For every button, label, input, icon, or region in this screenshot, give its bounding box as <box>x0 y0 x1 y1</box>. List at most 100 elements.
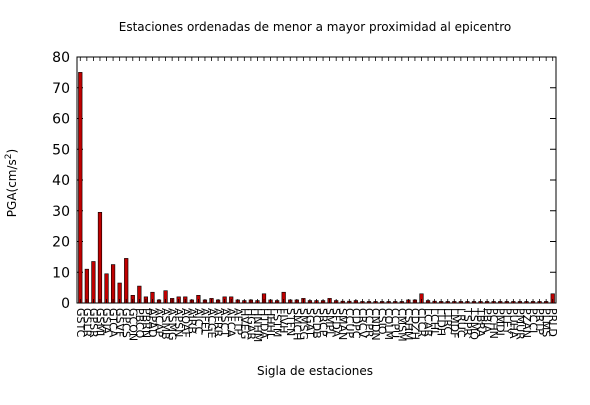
x-tick-label: TSPR <box>461 307 474 336</box>
bar <box>124 258 129 304</box>
x-tick-label: PRTP <box>533 308 546 335</box>
x-tick-label: TBRA <box>474 307 487 337</box>
x-tick-label: SMAN <box>336 308 349 340</box>
x-tick-label: SMCH <box>290 308 303 340</box>
x-tick-label: CLCR <box>415 308 428 337</box>
x-tick-label: CSHM <box>402 308 415 340</box>
x-tick-label: ACAP <box>153 308 166 338</box>
x-tick-label: FSTM <box>271 308 284 337</box>
y-tick-label: 80 <box>52 50 70 66</box>
x-tick-label: PCHN <box>487 308 500 339</box>
y-tick-label: 30 <box>52 204 70 220</box>
y-tick-label: 60 <box>52 112 70 128</box>
x-axis-label: Sigla de estaciones <box>257 364 373 378</box>
x-tick-label: ASMB <box>159 308 172 340</box>
x-tick-label: APAD <box>146 308 159 337</box>
x-tick-label: LCHL <box>428 308 441 337</box>
x-tick-label: PCCI <box>527 308 540 333</box>
x-tick-label: CMSM <box>395 308 408 342</box>
x-tick-label: LTRC <box>441 308 454 334</box>
bar <box>104 273 109 304</box>
x-tick-label: SMSG <box>297 308 310 340</box>
x-tick-label: FIVH <box>277 308 290 333</box>
x-tick-label: AFTP <box>231 308 244 335</box>
x-tick-label: HTDA <box>258 308 271 339</box>
x-tick-label: ASMG <box>166 308 179 341</box>
x-tick-label: HHHL <box>264 308 277 340</box>
x-tick-label: GTCA <box>107 308 120 338</box>
y-tick-label: 50 <box>52 142 70 158</box>
x-tick-label: ASCT <box>218 308 231 337</box>
x-tick-label: PBRN <box>139 308 152 338</box>
x-tick-label: PBJA <box>481 308 494 333</box>
y-ticks: 0 10 20 30 40 50 60 70 80 <box>52 50 556 312</box>
plot-border <box>76 56 557 304</box>
x-tick-label: CRCV <box>356 308 369 338</box>
x-tick-label: LMDF <box>448 308 461 338</box>
x-tick-label: APSN <box>172 308 185 337</box>
x-tick-label: AJCC <box>192 308 205 334</box>
x-tick-label: GSVF <box>113 308 126 337</box>
x-tick-label: PLEY <box>500 308 513 335</box>
x-tick-label: COLM <box>382 308 395 340</box>
y-axis-label: PGA(cm/s2) <box>4 149 19 217</box>
x-tick-label: GSJA <box>100 308 113 335</box>
x-tick-label: GPSR <box>87 308 100 338</box>
x-tick-label: CNDN <box>369 308 382 341</box>
x-tick-label: HNHM <box>251 308 264 342</box>
x-tick-label: GSMI <box>93 308 106 336</box>
x-tick-label: AOAF <box>179 308 192 338</box>
y-axis-label-sup: 2 <box>4 153 14 159</box>
x-ticks: GSTCGSLRGPSRGSMIGSJAGTCAGSVFGPCSGCONPBCO… <box>74 57 559 342</box>
x-tick-label: GCON <box>126 308 139 341</box>
bars <box>78 72 555 304</box>
x-tick-label: SRCP <box>317 308 330 337</box>
x-tick-label: SGAT <box>303 308 316 337</box>
x-tick-label: GPCS <box>120 308 133 338</box>
x-tick-label: CDZH <box>408 308 421 340</box>
y-tick-label: 20 <box>52 235 70 251</box>
y-tick-label: 10 <box>52 265 70 281</box>
y-tick-label: 40 <box>52 173 70 189</box>
x-tick-label: TSMQ <box>467 307 480 340</box>
x-tick-label: AIRB <box>185 308 198 334</box>
x-tick-label: CCPU <box>389 308 402 338</box>
x-tick-label: LCAR <box>422 308 435 337</box>
x-tick-label: AFEL <box>198 308 211 336</box>
x-tick-label: GSLR <box>80 308 93 338</box>
x-tick-label: PZAN <box>520 308 533 338</box>
x-tick-label: PMUR <box>513 308 526 340</box>
x-tick-label: SFDA <box>330 308 343 338</box>
bar <box>97 211 103 304</box>
bar <box>78 72 83 304</box>
x-tick-label: PBCO <box>133 308 146 339</box>
x-tick-label: SMPL <box>323 308 336 338</box>
x-tick-label: CCUP <box>343 308 356 338</box>
x-tick-label: HVEG <box>238 308 251 339</box>
x-tick-label: STFN <box>284 308 297 336</box>
plot-frame <box>76 56 557 304</box>
x-tick-label: ACGE <box>205 308 218 339</box>
x-tick-label: GSTC <box>74 308 87 338</box>
x-tick-label: AFCA <box>225 308 238 338</box>
x-tick-label: PLMS <box>540 308 553 337</box>
x-tick-label: CSIO <box>376 308 389 335</box>
x-tick-label: HGAR <box>244 308 257 340</box>
bar <box>84 268 89 304</box>
x-tick-label: CDPC <box>349 308 362 339</box>
y-tick-label: 0 <box>61 296 70 312</box>
y-axis-label-close: ) <box>5 149 19 154</box>
chart-title: Estaciones ordenadas de menor a mayor pr… <box>119 20 512 34</box>
x-tick-label: AFRR <box>212 308 225 337</box>
x-tick-label: PMDI <box>494 308 507 336</box>
x-tick-label: CCPR <box>362 308 375 338</box>
y-tick-label: 70 <box>52 81 70 97</box>
x-tick-label: PRLD <box>546 308 559 337</box>
x-tick-label: PUHA <box>507 308 520 339</box>
x-tick-label: LRUC <box>454 308 467 338</box>
x-tick-label: SCDB <box>310 308 323 339</box>
bar <box>110 264 116 304</box>
x-tick-label: LTDH <box>435 308 448 336</box>
